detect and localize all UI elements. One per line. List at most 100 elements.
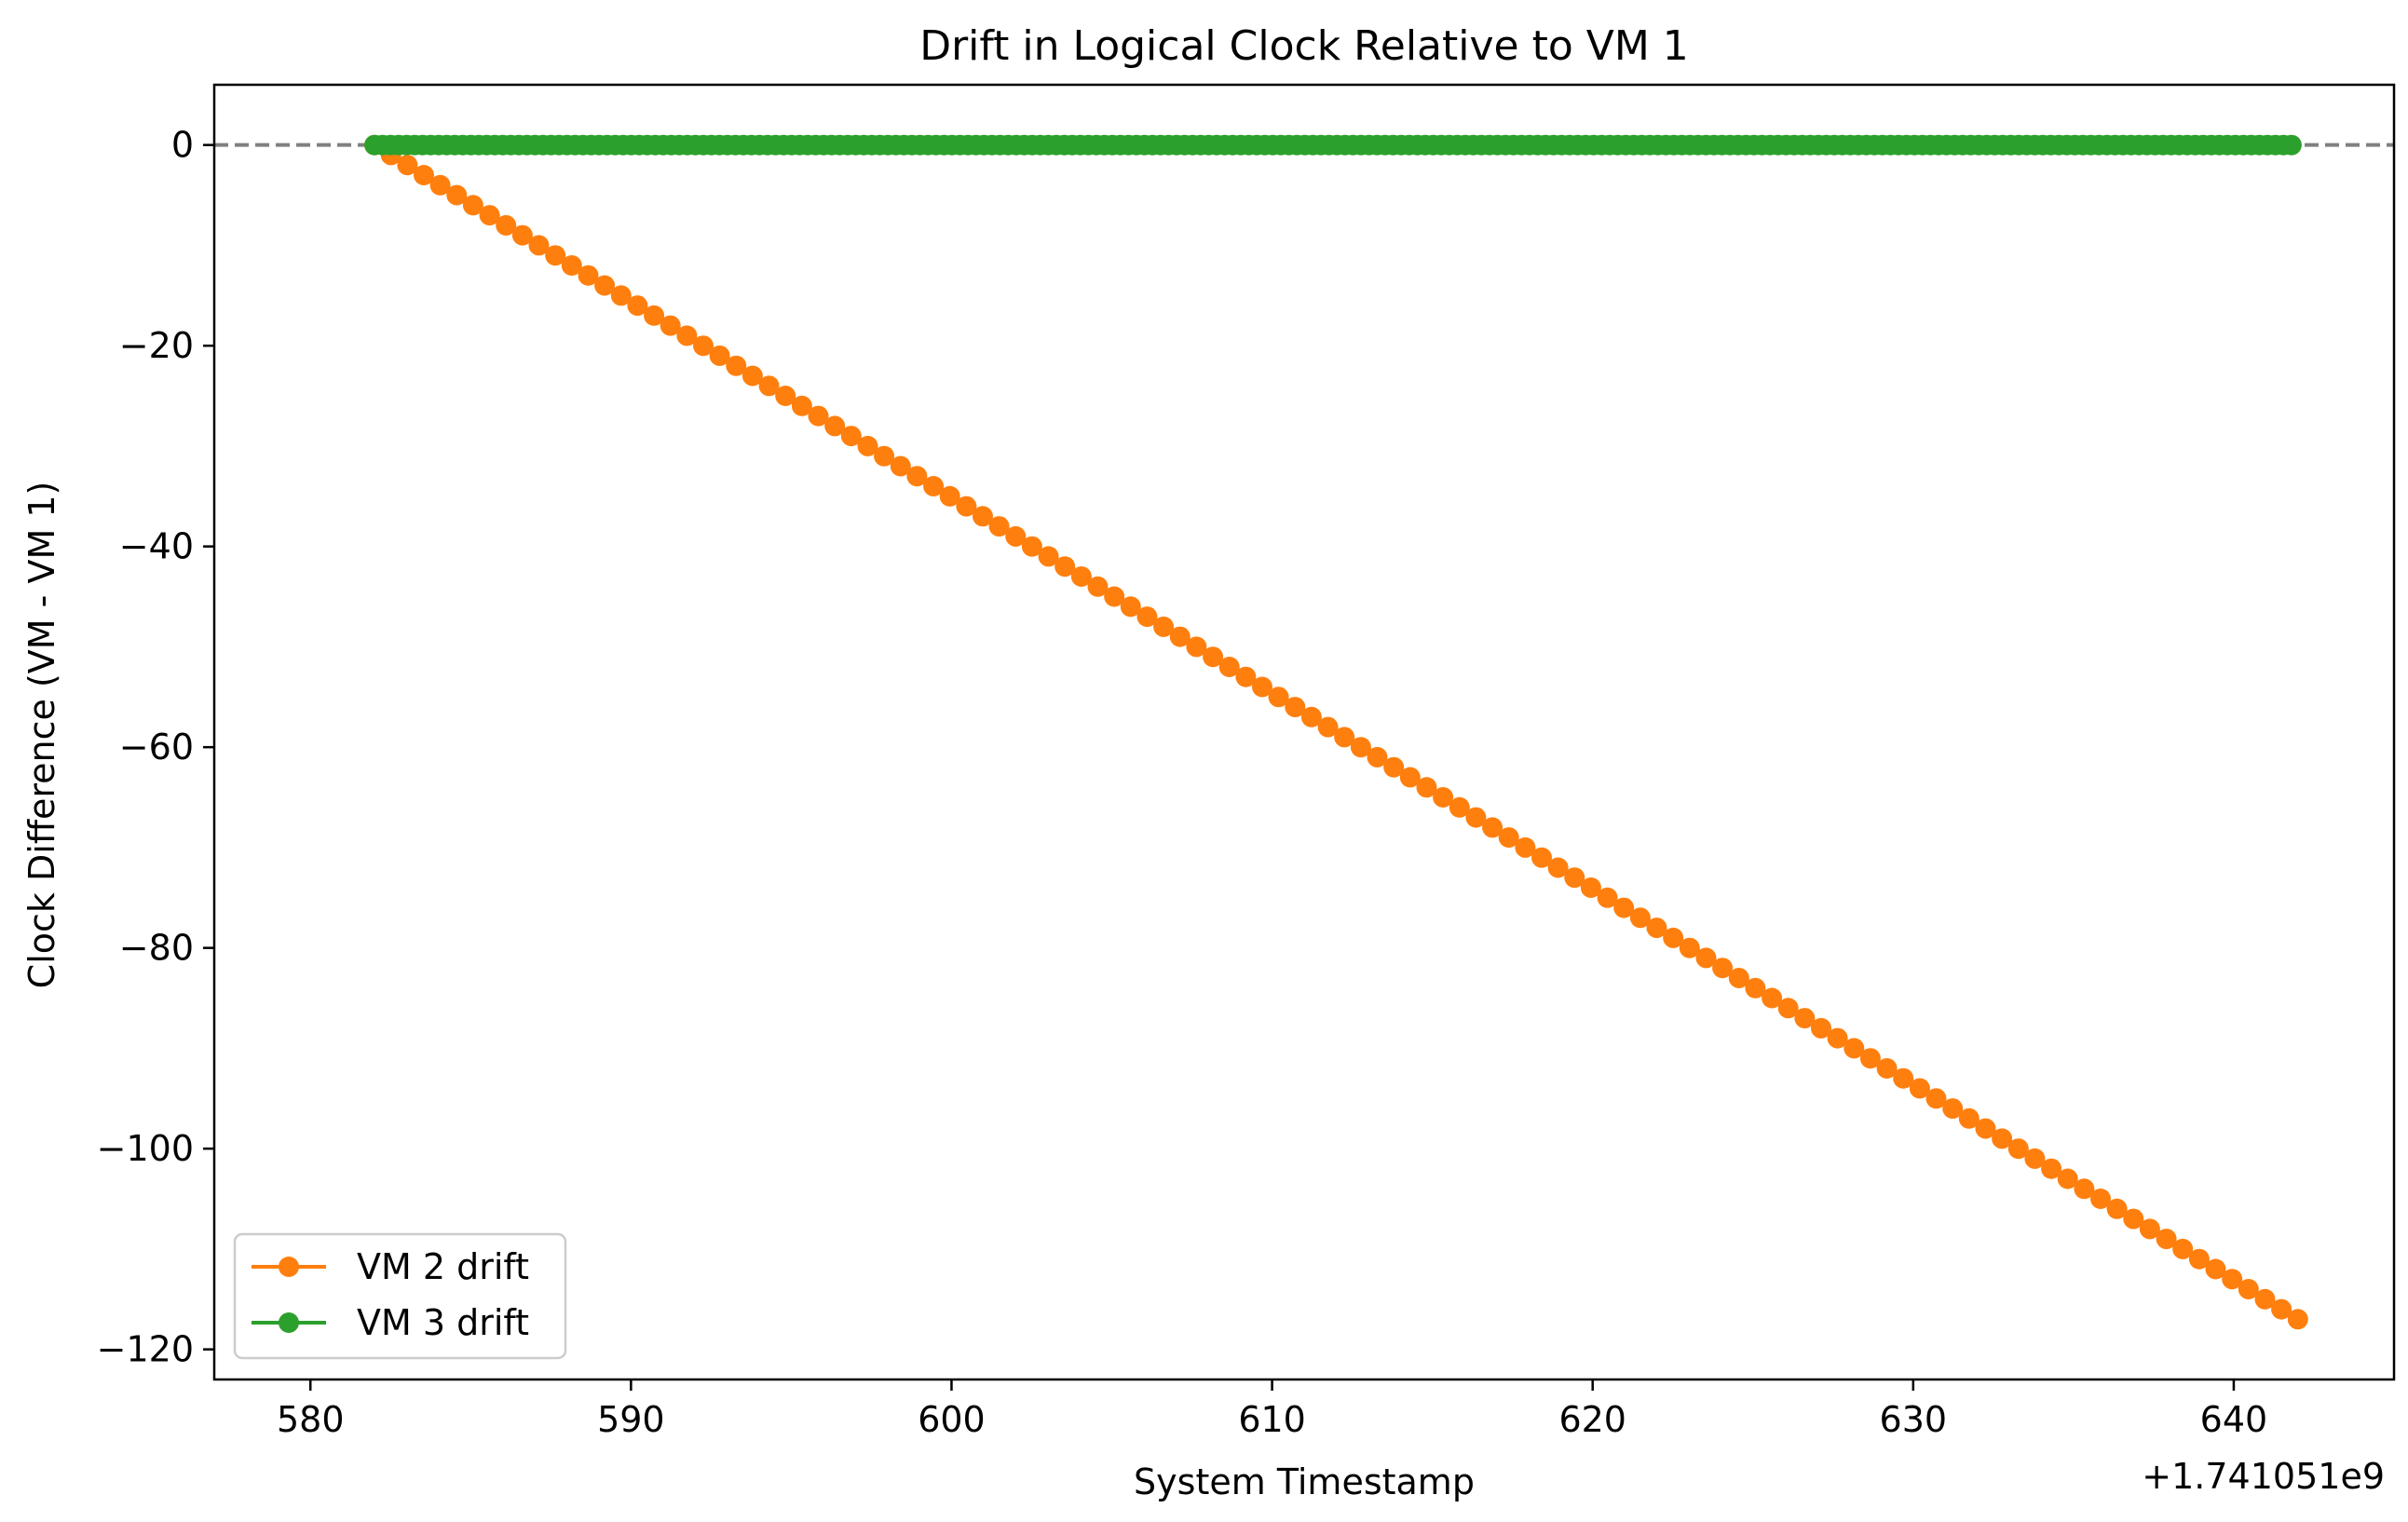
data-point-s1-36 — [956, 496, 977, 517]
y-tick-label-2: −40 — [119, 526, 194, 567]
data-point-s1-114 — [2238, 1279, 2259, 1299]
data-point-s1-102 — [2041, 1158, 2062, 1179]
data-point-s1-37 — [973, 506, 993, 527]
data-point-s1-101 — [2024, 1148, 2046, 1169]
data-point-s1-99 — [1992, 1128, 2013, 1149]
x-axis: 580 590 600 610 620 630 640 — [277, 1379, 2267, 1440]
x-tick-label-4: 620 — [1558, 1399, 1626, 1440]
data-point-s1-2 — [397, 155, 418, 176]
data-point-s1-52 — [1218, 657, 1240, 677]
data-point-s1-5 — [446, 184, 468, 206]
data-point-s1-85 — [1762, 987, 1783, 1009]
y-tick-label-3: −60 — [119, 727, 194, 768]
data-point-s1-92 — [1876, 1058, 1898, 1079]
y-tick-label-6: −120 — [97, 1329, 194, 1370]
x-tick-label-0: 580 — [277, 1399, 345, 1440]
data-point-s1-51 — [1203, 646, 1224, 668]
data-point-s1-59 — [1334, 727, 1355, 748]
data-point-s1-10 — [528, 235, 550, 256]
y-tick-label-5: −100 — [97, 1128, 194, 1169]
data-point-s1-39 — [1005, 525, 1027, 547]
x-tick-label-1: 590 — [597, 1399, 665, 1440]
data-point-s1-109 — [2156, 1229, 2177, 1250]
data-point-s1-42 — [1054, 556, 1076, 578]
data-point-s1-94 — [1909, 1078, 1930, 1099]
data-point-s1-105 — [2090, 1189, 2111, 1209]
series-2 — [364, 134, 2302, 156]
data-point-s1-79 — [1663, 927, 1684, 948]
data-point-s1-30 — [857, 435, 878, 456]
data-point-s1-83 — [1728, 968, 1749, 988]
x-tick-label-2: 600 — [918, 1399, 986, 1440]
legend-marker-vm3 — [279, 1312, 299, 1333]
data-point-s1-19 — [676, 325, 698, 347]
data-point-s1-7 — [479, 205, 500, 226]
data-point-s1-76 — [1613, 897, 1635, 918]
data-point-s1-72 — [1547, 857, 1569, 878]
data-point-s1-73 — [1564, 867, 1585, 889]
data-point-s1-64 — [1416, 777, 1437, 798]
data-point-s1-65 — [1433, 787, 1454, 808]
data-point-s1-45 — [1104, 586, 1125, 607]
data-point-s1-74 — [1580, 877, 1601, 898]
data-point-s1-55 — [1268, 686, 1289, 708]
data-point-s1-98 — [1975, 1118, 1996, 1139]
data-point-s1-13 — [578, 265, 599, 286]
series-1 — [364, 134, 2308, 1330]
data-point-s1-8 — [496, 214, 517, 236]
data-point-s1-15 — [610, 285, 632, 306]
data-point-s1-112 — [2205, 1258, 2226, 1280]
data-point-s1-110 — [2172, 1238, 2194, 1259]
data-point-s1-27 — [808, 405, 829, 427]
data-point-s1-17 — [644, 305, 665, 326]
plot-area — [214, 134, 2394, 1330]
data-point-s1-48 — [1153, 616, 1175, 637]
legend-marker-vm2 — [279, 1257, 299, 1277]
data-point-s1-26 — [791, 395, 812, 416]
data-point-s1-21 — [709, 345, 730, 366]
data-point-s1-89 — [1827, 1027, 1848, 1049]
data-point-s1-50 — [1186, 636, 1207, 658]
legend-entry-vm3: VM 3 drift — [252, 1302, 529, 1343]
data-point-s1-103 — [2057, 1168, 2078, 1189]
data-point-s1-87 — [1794, 1008, 1816, 1029]
data-point-s1-81 — [1695, 947, 1717, 969]
legend-label-vm3: VM 3 drift — [357, 1302, 529, 1343]
data-point-s1-91 — [1859, 1048, 1881, 1069]
data-point-s1-67 — [1465, 807, 1487, 828]
data-point-s2-239 — [2280, 134, 2302, 156]
x-tick-label-5: 630 — [1880, 1399, 1948, 1440]
data-point-s1-88 — [1811, 1017, 1831, 1039]
legend: VM 2 drift VM 3 drift — [233, 1232, 567, 1360]
data-point-s1-116 — [2271, 1298, 2292, 1320]
plot-frame — [212, 83, 2396, 1381]
data-point-s1-78 — [1646, 917, 1667, 939]
data-point-s1-57 — [1300, 706, 1322, 727]
data-point-s1-62 — [1383, 756, 1405, 778]
x-axis-offset-label: +1.741051e9 — [2142, 1456, 2385, 1497]
data-point-s1-6 — [462, 195, 483, 216]
y-tick-label-4: −80 — [119, 928, 194, 969]
data-point-s1-33 — [906, 466, 928, 487]
data-point-s1-23 — [741, 365, 763, 387]
data-point-s1-111 — [2188, 1248, 2210, 1270]
data-point-s1-75 — [1597, 887, 1618, 908]
data-point-s1-53 — [1235, 666, 1257, 687]
data-point-s1-108 — [2139, 1218, 2160, 1240]
data-point-s1-46 — [1120, 596, 1141, 618]
data-point-s1-44 — [1087, 576, 1109, 597]
y-tick-label-0: 0 — [171, 125, 194, 166]
x-tick-label-3: 610 — [1238, 1399, 1306, 1440]
data-point-s1-29 — [840, 426, 862, 447]
data-point-s1-70 — [1515, 836, 1536, 858]
data-point-s1-56 — [1285, 697, 1306, 718]
data-point-s1-71 — [1531, 847, 1552, 868]
data-point-s1-66 — [1449, 796, 1470, 818]
data-point-s1-69 — [1498, 827, 1519, 849]
data-point-s1-40 — [1021, 536, 1042, 557]
data-point-s1-96 — [1942, 1098, 1964, 1120]
data-point-s1-49 — [1169, 626, 1190, 647]
data-point-s1-9 — [511, 224, 533, 246]
data-point-s1-31 — [874, 445, 895, 467]
